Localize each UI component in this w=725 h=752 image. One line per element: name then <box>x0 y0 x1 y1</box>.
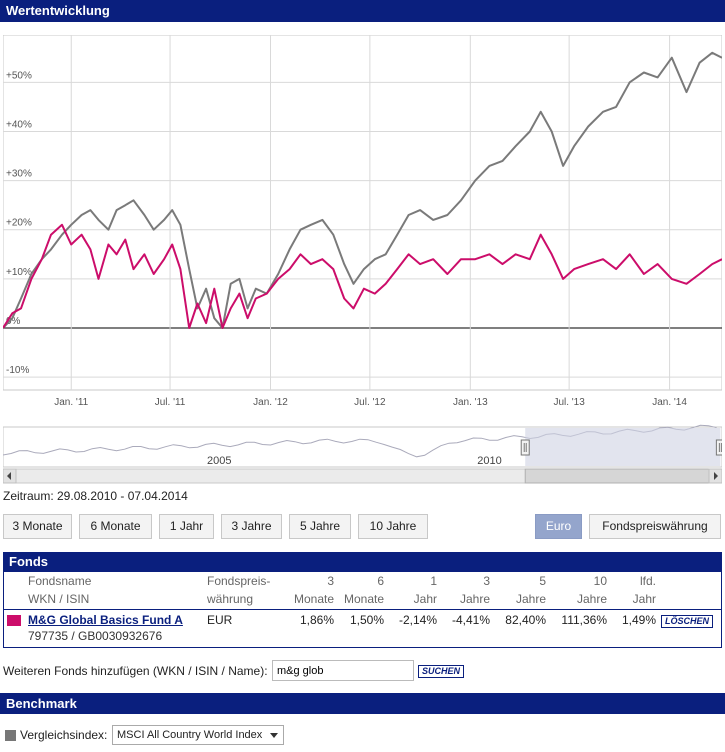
navigator-handle <box>520 439 530 456</box>
series-color-swatch <box>7 615 21 626</box>
perf-10j: 111,36% <box>561 613 607 627</box>
period-1-jahr-button[interactable]: 1 Jahr <box>159 514 214 539</box>
benchmark-selected-value: MSCI All Country World Index <box>117 729 263 741</box>
header-1j-a: 1 <box>430 574 437 588</box>
header-6m-b: Monate <box>343 592 384 606</box>
x-tick-label: Jan. '11 <box>54 397 88 408</box>
chevron-down-icon <box>270 733 278 738</box>
header-5j-a: 5 <box>539 574 546 588</box>
x-tick-label: Jul. '11 <box>155 397 186 408</box>
header-waehrung: währung <box>207 592 254 606</box>
period-10-jahre-button[interactable]: 10 Jahre <box>358 514 428 539</box>
currency-fondspreis-button[interactable]: Fondspreiswährung <box>589 514 721 539</box>
range-navigator[interactable]: 2005 2010 <box>3 424 722 484</box>
header-1j-b: Jahr <box>413 592 437 606</box>
section-title: Fonds <box>9 554 48 569</box>
perf-3m: 1,86% <box>299 613 334 627</box>
header-3j-b: Jahre <box>459 592 490 606</box>
perf-6m: 1,50% <box>349 613 384 627</box>
perf-lfd: 1,49% <box>621 613 656 627</box>
y-tick-label: -10% <box>6 365 29 376</box>
y-tick-label: +50% <box>6 70 32 81</box>
section-header-fonds: Fonds <box>3 552 722 572</box>
series-line <box>3 51 722 329</box>
period-3-jahre-button[interactable]: 3 Jahre <box>221 514 282 539</box>
plot-frame <box>3 35 722 391</box>
header-6m-a: 6 <box>377 574 384 588</box>
add-fund-label: Weiteren Fonds hinzufügen (WKN / ISIN / … <box>3 664 268 678</box>
chevron-left-icon <box>7 472 11 480</box>
section-header-benchmark: Benchmark <box>0 693 725 714</box>
period-6-monate-button[interactable]: 6 Monate <box>79 514 152 539</box>
header-3m-a: 3 <box>327 574 334 588</box>
y-tick-label: +40% <box>6 119 32 130</box>
y-tick-label: 0% <box>6 316 21 327</box>
fund-currency: EUR <box>207 613 233 627</box>
series-lines <box>3 51 722 329</box>
performance-chart[interactable]: +50% +40% +30% +20% +10% 0% -10% Jan. '11 Jul. … <box>3 35 722 485</box>
period-5-jahre-button[interactable]: 5 Jahre <box>289 514 351 539</box>
header-lfd-b: Jahr <box>632 592 656 606</box>
header-fondspreis: Fondspreis- <box>207 574 271 588</box>
x-tick-label: Jan. '12 <box>253 397 288 408</box>
benchmark-checkbox[interactable] <box>5 730 16 741</box>
series-line <box>3 223 722 329</box>
zeitraum-label: Zeitraum: 29.08.2010 - 07.04.2014 <box>3 489 188 503</box>
header-5j-b: Jahre <box>515 592 546 606</box>
section-header-wertentwicklung: Wertentwicklung <box>0 0 725 22</box>
perf-1j: -2,14% <box>398 613 437 627</box>
currency-euro-button[interactable]: Euro <box>535 514 582 539</box>
fund-name-link[interactable]: M&G Global Basics Fund A <box>28 613 183 627</box>
grid-lines <box>3 35 722 390</box>
x-axis: Jan. '11 Jul. '11 Jan. '12 Jul. '12 Jan. '13… <box>54 397 687 408</box>
perf-3j: -4,41% <box>451 613 490 627</box>
period-3-monate-button[interactable]: 3 Monate <box>3 514 72 539</box>
navigator-handles[interactable] <box>520 439 722 456</box>
header-wkn-isin: WKN / ISIN <box>28 592 90 606</box>
x-tick-label: Jul. '12 <box>354 397 386 408</box>
navigator-year-label: 2005 <box>207 455 231 467</box>
header-3j-a: 3 <box>483 574 490 588</box>
perf-5j: 82,40% <box>505 613 546 627</box>
header-fondsname: Fondsname <box>28 574 92 588</box>
search-button[interactable]: SUCHEN <box>418 665 465 678</box>
table-divider <box>4 609 721 610</box>
y-tick-label: +10% <box>6 267 32 278</box>
header-3m-b: Monate <box>293 592 334 606</box>
benchmark-label: Vergleichsindex: <box>20 728 108 742</box>
header-10j-b: Jahre <box>576 592 607 606</box>
benchmark-select[interactable]: MSCI All Country World Index <box>112 725 284 745</box>
delete-fund-button[interactable]: LÖSCHEN <box>661 615 714 628</box>
y-tick-label: +30% <box>6 169 32 180</box>
fonds-table: Fondsname WKN / ISIN Fondspreis- währung… <box>3 572 722 648</box>
section-title: Benchmark <box>6 696 77 711</box>
navigator-selection[interactable] <box>525 428 721 466</box>
y-axis: +50% +40% +30% +20% +10% 0% -10% <box>6 70 32 376</box>
header-lfd-a: lfd. <box>639 574 656 588</box>
x-tick-label: Jan. '13 <box>453 397 488 408</box>
header-10j-a: 10 <box>593 574 607 588</box>
y-tick-label: +20% <box>6 218 32 229</box>
navigator-labels: 2005 2010 <box>207 455 502 467</box>
x-tick-label: Jul. '13 <box>553 397 585 408</box>
scroll-thumb[interactable] <box>524 468 710 484</box>
chevron-right-icon <box>714 472 718 480</box>
section-title: Wertentwicklung <box>6 3 110 18</box>
add-fund-input[interactable] <box>272 660 414 681</box>
x-tick-label: Jan. '14 <box>652 397 687 408</box>
navigator-year-label: 2010 <box>477 455 501 467</box>
fund-ids: 797735 / GB0030932676 <box>28 629 163 643</box>
